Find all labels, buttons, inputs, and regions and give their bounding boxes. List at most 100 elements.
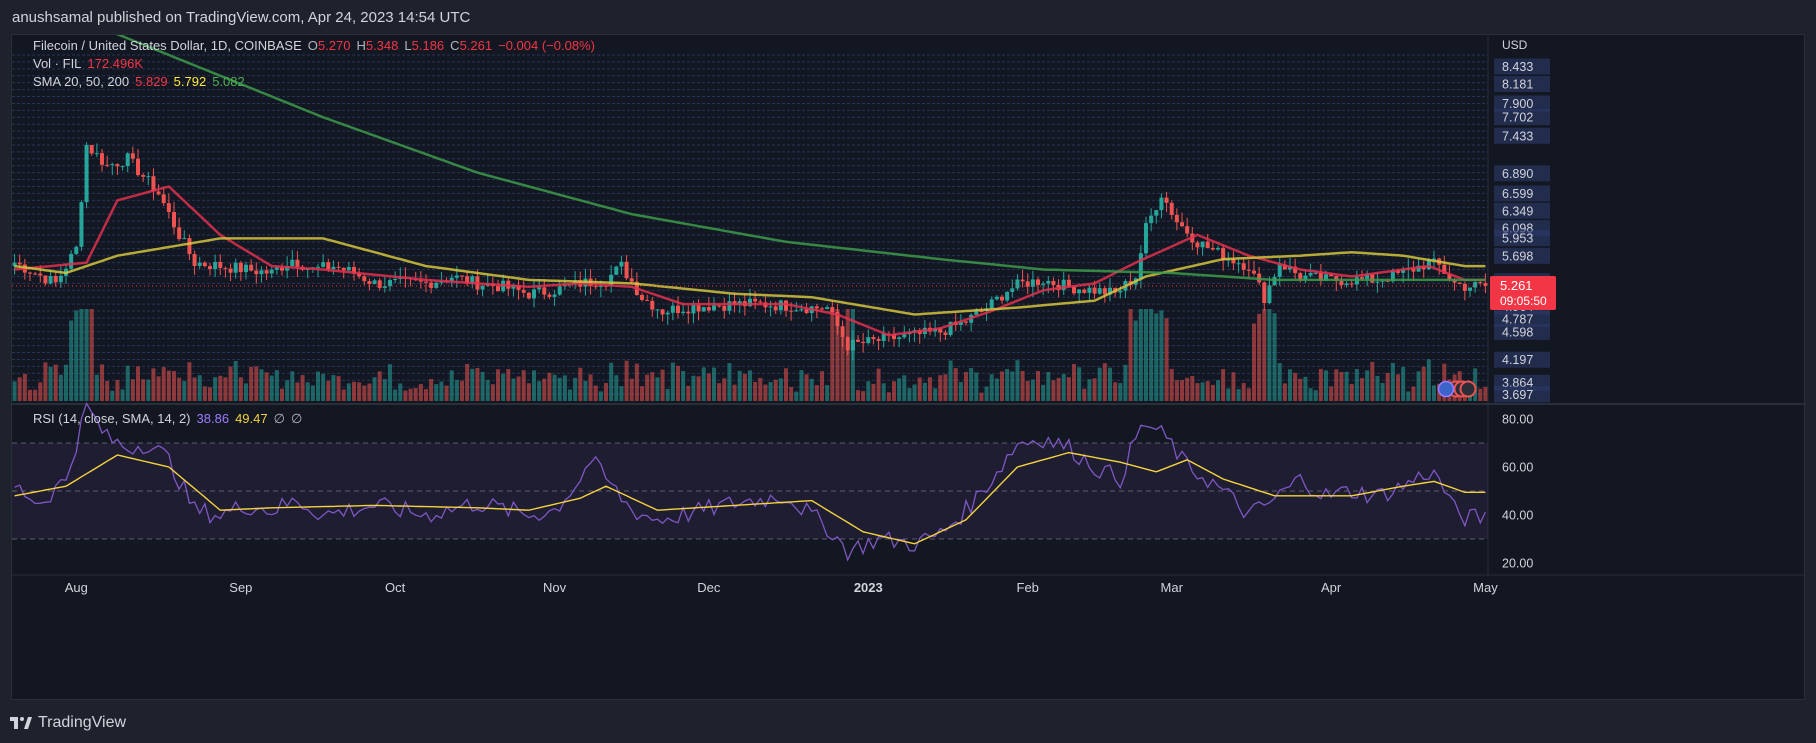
volume-bar [254,366,259,401]
volume-bar [490,384,495,401]
volume-bar [609,362,614,401]
volume-bar [1426,359,1431,401]
volume-bar [1246,388,1251,401]
volume-bar [393,389,398,401]
countdown-label: 09:05:50 [1500,294,1547,308]
volume-bar [1226,388,1231,401]
candle-body [295,259,300,267]
candle [202,261,207,268]
candle-body [33,273,38,275]
chart-frame[interactable]: USD 8.433 8.181 7.900 7.702 7.433 6.890 6.599 6.… [11,0,1806,701]
price-tick-label: 7.433 [1502,129,1533,143]
candle-body [1282,264,1287,270]
candle-body [331,266,336,270]
candle [187,234,192,261]
candle-body [1277,264,1282,277]
candle [892,327,896,347]
candle-body [1025,281,1030,287]
volume-bar [223,377,228,401]
volume-bar [1272,313,1277,401]
price-tick-bg [1494,230,1550,247]
candle-body [89,144,94,154]
tradingview-logo[interactable]: TradingView [10,714,126,732]
candle-body [336,266,341,268]
sma-label: SMA 20, 50, 200 [33,74,130,89]
rsi-extra-1: ∅ [273,411,285,426]
candle-body [753,298,758,302]
candle [840,320,845,348]
candle-body [218,261,223,268]
volume-legend[interactable]: Vol · FIL 172.496K [33,56,143,71]
candle [367,278,372,291]
candle-body [1303,275,1308,280]
candle-body [110,164,115,166]
volume-bar [1257,313,1262,401]
candle [1097,282,1102,295]
candle-body [1313,272,1318,274]
volume-bar [881,383,886,401]
candle-body [830,307,835,313]
us-flag-icon [1437,380,1455,398]
candle-body [820,308,824,310]
volume-bar [146,379,151,401]
candle-body [871,337,876,340]
volume-bar [12,381,17,401]
candle [1216,245,1220,251]
volume-bar [1144,309,1148,401]
candle-body [676,305,680,313]
symbol-title[interactable]: Filecoin / United States Dollar, 1D, COI… [33,38,302,53]
candle-body [1236,263,1241,265]
publish-info: anushsamal published on TradingView.com,… [12,8,471,26]
candle-body [105,164,110,166]
sma-legend[interactable]: SMA 20, 50, 200 5.829 5.792 5.082 [33,74,245,89]
volume-bar [676,365,680,401]
candle [259,266,264,283]
volume-bar [557,377,562,401]
candle-body [1324,274,1328,281]
volume-bar [274,370,279,401]
price-tick-bg [1494,95,1550,112]
price-tag [1490,276,1556,311]
candle [480,283,485,297]
candle-body [259,270,264,275]
candle-body [856,339,860,342]
candle [866,329,871,345]
candle-body [640,294,644,300]
volume-bar [547,372,552,401]
volume-bar [475,367,480,401]
candle-body [197,262,202,266]
volume-bar [300,375,305,401]
volume-bar [151,368,156,401]
time-tick-label: Mar [1161,580,1184,595]
volume-bar [974,372,979,401]
candle-body [593,286,598,288]
volume-bar [1380,382,1385,401]
candle-body [1169,202,1174,215]
candle-body [861,341,866,344]
candle [629,268,634,285]
candle [686,305,691,324]
volume-bar [861,391,866,401]
volume-bar [825,385,830,401]
volume-bar [1015,360,1020,401]
volume-bar [722,378,727,401]
candle [856,335,860,343]
candle [1462,281,1467,301]
candle-body [254,270,259,275]
close-label: C [450,38,460,53]
candle [177,217,182,241]
volume-bar [269,375,274,401]
volume-bar [619,386,624,401]
candle-body [516,284,521,290]
volume-bar [655,377,660,401]
candle [388,278,392,292]
volume-bar [804,374,809,401]
volume-bar [701,367,706,401]
volume-bar [768,382,773,401]
candle [1195,240,1200,255]
candle [1421,260,1426,278]
candle-body [1036,279,1040,285]
candle [1375,272,1380,293]
rsi-legend[interactable]: RSI (14, close, SMA, 14, 2) 38.86 49.47 … [33,411,302,427]
